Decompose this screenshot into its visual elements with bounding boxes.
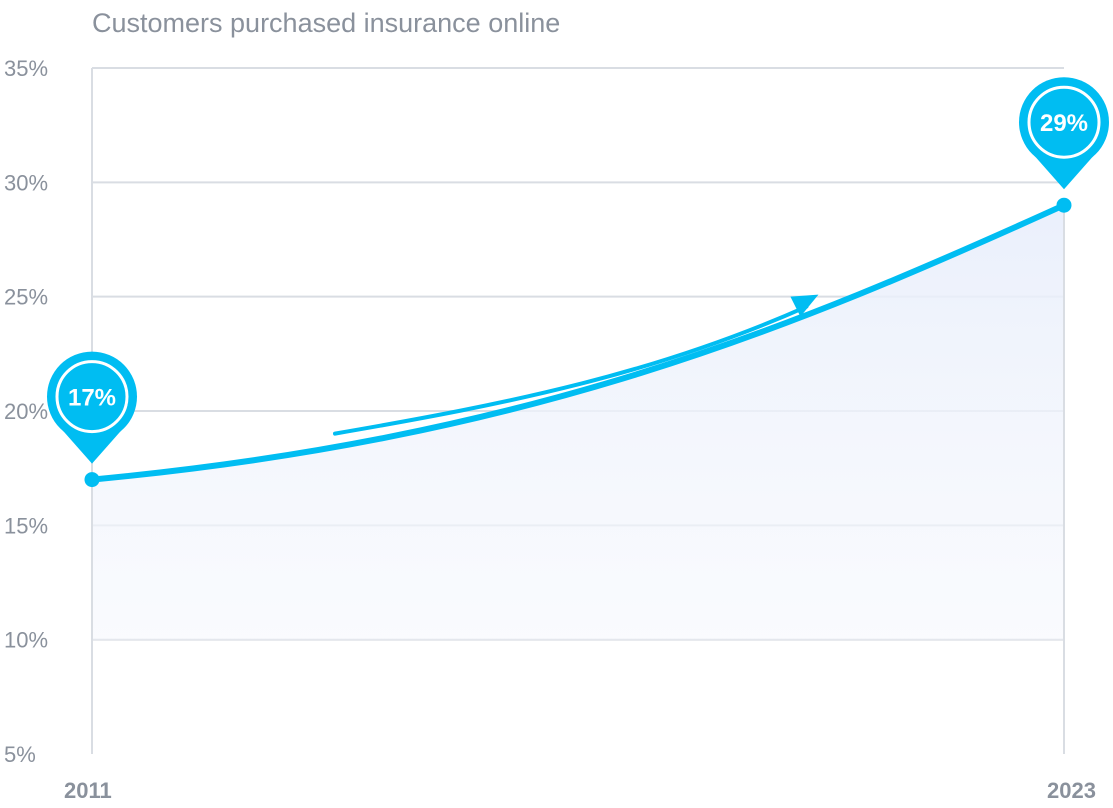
trend-arrow <box>333 304 809 436</box>
y-tick-label: 30% <box>4 170 48 195</box>
pin-ring <box>55 360 129 434</box>
area-fill <box>92 205 1064 640</box>
x-tick-label: 2011 <box>64 778 112 803</box>
pin-body <box>1019 77 1109 168</box>
data-point <box>1056 197 1072 213</box>
y-tick-label: 20% <box>4 399 48 424</box>
pin-body <box>47 351 137 442</box>
pin-ring <box>1027 85 1101 159</box>
x-tick-label: 2023 <box>1047 778 1096 803</box>
data-point <box>84 472 100 488</box>
data-points: 17% 29% <box>47 77 1109 488</box>
trend-arrowhead <box>790 294 819 317</box>
y-tick-label: 15% <box>4 513 48 538</box>
y-tick-label: 35% <box>4 56 48 81</box>
y-tick-label: 25% <box>4 285 48 310</box>
value-pin: 17% <box>47 351 137 464</box>
chart-title: Customers purchased insurance online <box>92 8 560 38</box>
x-axis-ticks: 2011 2023 <box>64 778 1096 803</box>
y-tick-label: 5% <box>4 742 36 767</box>
y-axis-ticks: 35% 30% 25% 20% 15% 10% 5% <box>4 56 48 767</box>
data-label: 29% <box>1040 110 1088 137</box>
value-pin: 29% <box>1019 77 1109 190</box>
y-tick-label: 10% <box>4 628 48 653</box>
series-line <box>89 202 1067 483</box>
data-label: 17% <box>68 385 116 412</box>
